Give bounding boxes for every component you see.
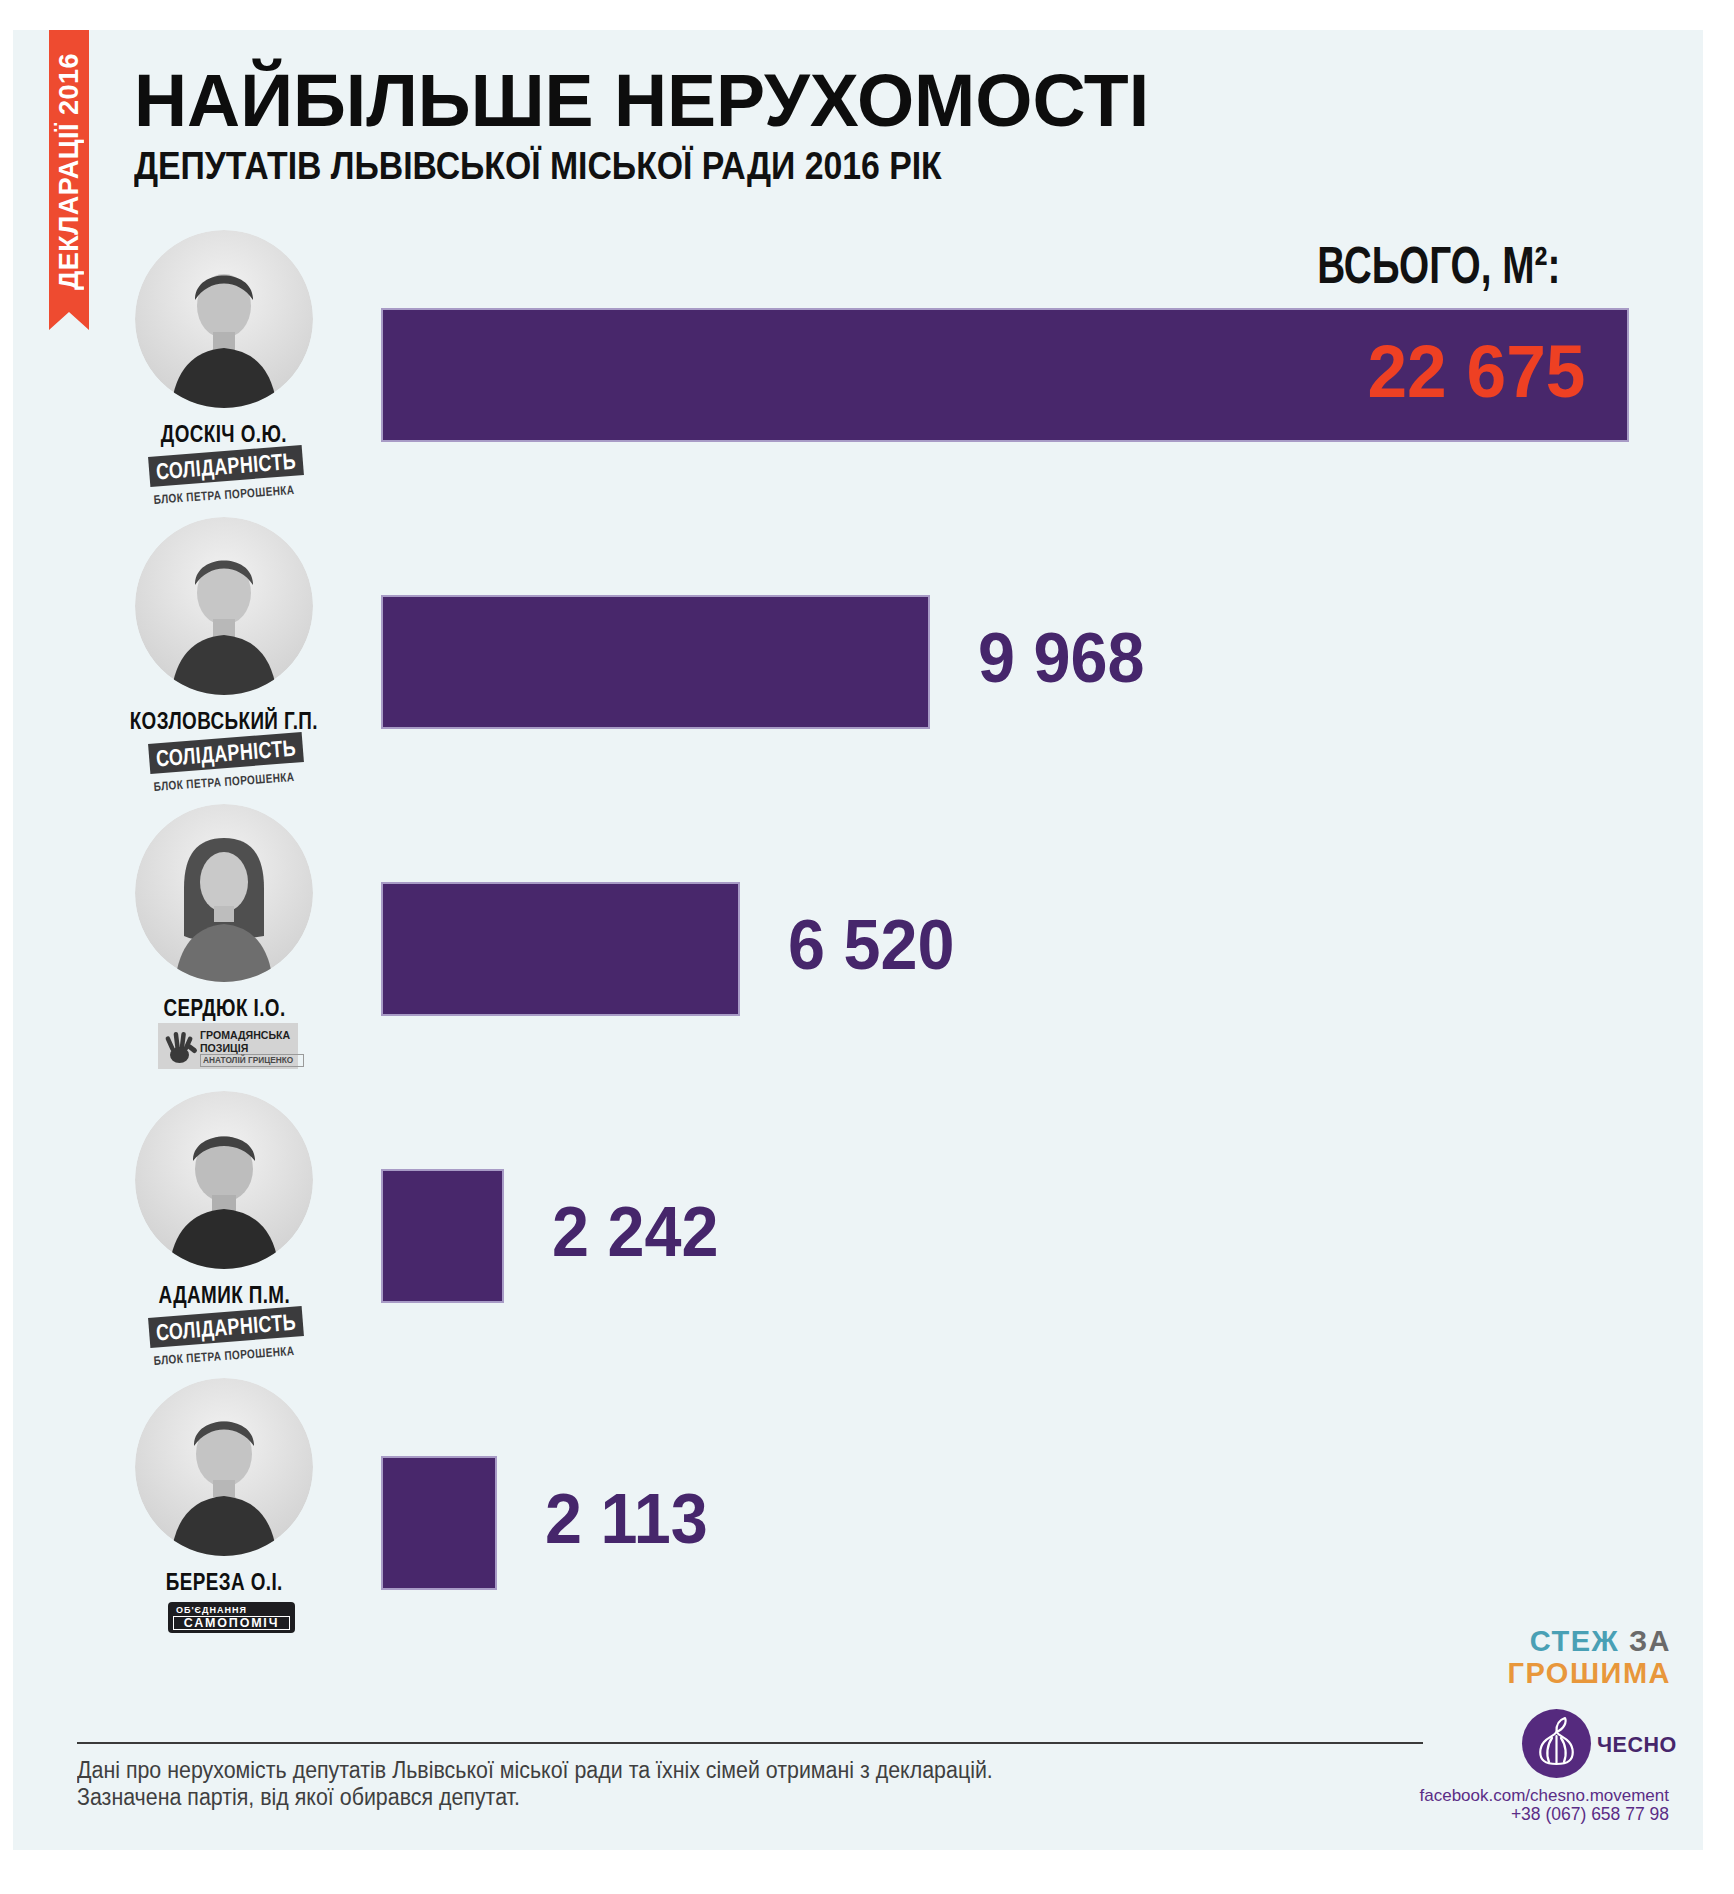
infographic-page: ДЕКЛАРАЦІЇ 2016 НАЙБІЛЬШЕ НЕРУХОМОСТІ ДЕ… [0,0,1734,1894]
bar-value-2242 [381,1169,504,1303]
bar-value-2113 [381,1456,497,1590]
party-name: САМОПОМІЧ [173,1616,290,1630]
facebook-link[interactable]: facebook.com/chesno.movement [1420,1787,1669,1805]
party-leader: АНАТОЛІЙ ГРИЦЕНКО [200,1054,304,1067]
deputy-name: СЕРДЮК І.О. [64,997,384,1020]
brand-line2: ГРОШИМА [1507,1657,1671,1689]
page-title: НАЙБІЛЬШЕ НЕРУХОМОСТІ [134,63,1170,138]
total-axis-label: ВСЬОГО, М²: [1234,239,1560,291]
garlic-icon [1522,1709,1591,1778]
footer-divider [77,1742,1423,1744]
deputy-photo [135,804,313,982]
deputy-photo [135,1091,313,1269]
bar-value-22675: 22 675 [381,308,1629,442]
party-badge-samopomich: ОБ'ЄДНАННЯ САМОПОМІЧ [168,1602,295,1633]
bar-value-9968 [381,595,930,729]
chesno-logo [1522,1709,1591,1778]
stezh-za-groshyma-logo: СТЕЖ ЗА ГРОШИМА [1507,1625,1671,1689]
ribbon-declarations-2016: ДЕКЛАРАЦІЇ 2016 [49,30,89,330]
bar-value-label: 22 675 [1356,310,1585,440]
hand-icon [161,1027,199,1065]
deputy-photo [135,230,313,408]
bar-value-6520 [381,882,740,1016]
party-association-label: ОБ'ЄДНАННЯ [176,1605,247,1615]
man-portrait-silhouette [135,230,313,408]
deputy-photo [135,1378,313,1556]
man-portrait-silhouette [135,517,313,695]
footnote-line1: Дані про нерухомість депутатів Львівсько… [77,1757,1062,1784]
party-name-line2: ПОЗИЦІЯ [200,1042,253,1054]
woman-portrait-silhouette [135,804,313,982]
bar-value-label: 2 113 [545,1456,716,1590]
deputy-name: БЕРЕЗА О.І. [64,1571,384,1594]
party-badge-hromadska-pozytsia: ГРОМАДЯНСЬКА ПОЗИЦІЯ АНАТОЛІЙ ГРИЦЕНКО [158,1023,298,1069]
footnote: Дані про нерухомість депутатів Львівсько… [77,1757,1062,1810]
phone-number: +38 (067) 658 77 98 [1511,1805,1669,1823]
bar-value-label: 9 968 [978,595,1153,729]
ribbon-label: ДЕКЛАРАЦІЇ 2016 [49,30,89,312]
bar-value-label: 6 520 [788,882,963,1016]
man-portrait-silhouette [135,1378,313,1556]
party-name-line1: ГРОМАДЯНСЬКА [200,1029,298,1041]
page-subtitle: ДЕПУТАТІВ ЛЬВІВСЬКОЇ МІСЬКОЇ РАДИ 2016 Р… [134,146,1079,186]
brand-line1: СТЕЖ ЗА [1507,1625,1671,1657]
footnote-line2: Зазначена партія, від якої обирався депу… [77,1784,1062,1811]
deputy-name: ДОСКІЧ О.Ю. [64,423,384,446]
man-portrait-silhouette [135,1091,313,1269]
deputy-name: АДАМИК П.М. [64,1284,384,1307]
bar-value-label: 2 242 [552,1169,727,1303]
chesno-label: ЧЕСНО [1597,1733,1677,1758]
deputy-name: КОЗЛОВСЬКИЙ Г.П. [64,710,384,733]
deputy-photo [135,517,313,695]
